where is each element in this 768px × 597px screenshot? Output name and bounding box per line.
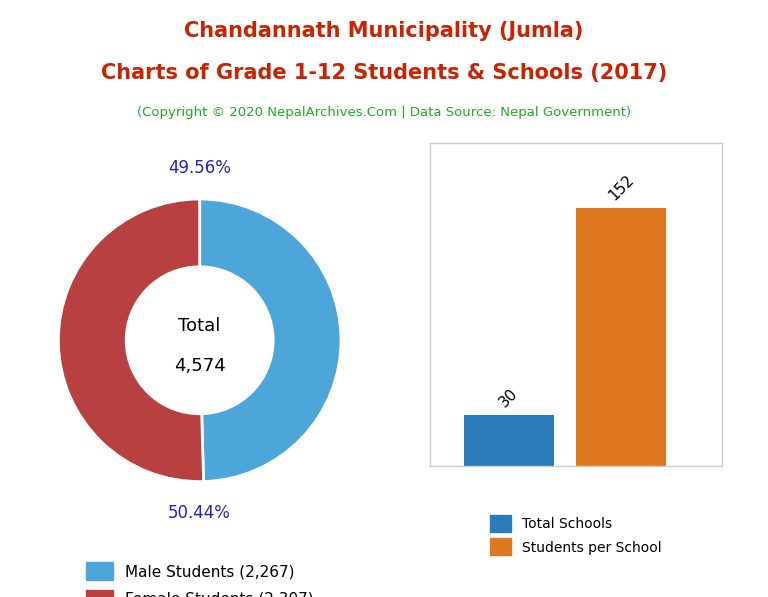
Text: 4,574: 4,574 <box>174 357 226 375</box>
Text: 152: 152 <box>605 172 637 202</box>
Wedge shape <box>58 199 204 482</box>
Bar <box>464 415 554 466</box>
Legend: Total Schools, Students per School: Total Schools, Students per School <box>490 515 662 555</box>
Legend: Male Students (2,267), Female Students (2,307): Male Students (2,267), Female Students (… <box>85 562 314 597</box>
Text: (Copyright © 2020 NepalArchives.Com | Data Source: Nepal Government): (Copyright © 2020 NepalArchives.Com | Da… <box>137 106 631 119</box>
Text: 50.44%: 50.44% <box>168 504 231 522</box>
Text: 49.56%: 49.56% <box>168 159 231 177</box>
Text: Total: Total <box>178 317 221 335</box>
Text: Charts of Grade 1-12 Students & Schools (2017): Charts of Grade 1-12 Students & Schools … <box>101 63 667 83</box>
Bar <box>576 208 666 466</box>
Text: Chandannath Municipality (Jumla): Chandannath Municipality (Jumla) <box>184 21 584 41</box>
Text: 30: 30 <box>496 385 521 410</box>
Wedge shape <box>200 199 341 482</box>
